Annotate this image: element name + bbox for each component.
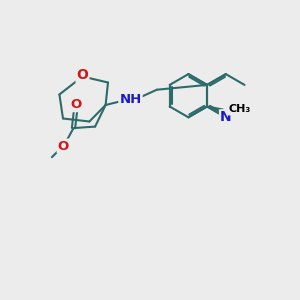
Text: N: N — [220, 110, 232, 124]
Text: CH₃: CH₃ — [228, 104, 250, 115]
Text: O: O — [76, 68, 88, 82]
Text: O: O — [58, 140, 69, 153]
Text: NH: NH — [119, 92, 142, 106]
Text: O: O — [70, 98, 82, 111]
